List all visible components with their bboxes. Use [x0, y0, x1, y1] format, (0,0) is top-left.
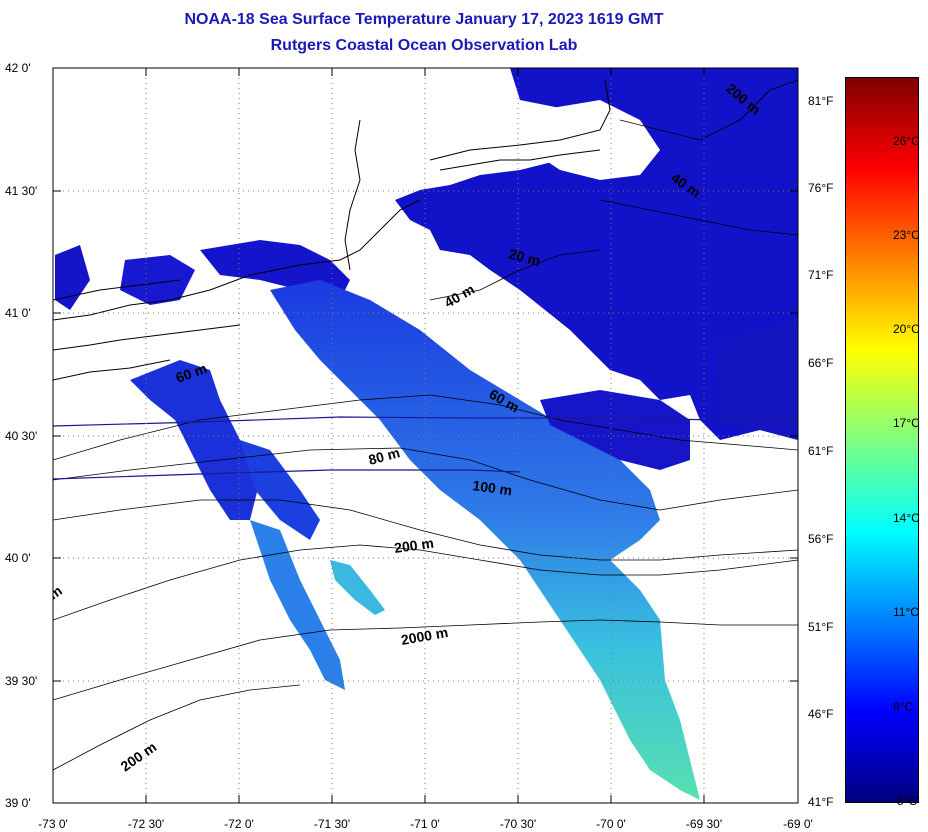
sst-patch-west-arm-3: [250, 520, 345, 690]
sst-patch-land-ma: [350, 68, 505, 170]
sst-patch-west-arm-2: [240, 440, 320, 540]
isobath-label: 100 m: [472, 477, 514, 498]
lat-tick-label: 39 30': [5, 674, 37, 688]
lon-tick-label: -70 0': [596, 817, 626, 831]
lat-tick-label: 40 0': [5, 551, 31, 565]
map-subtitle: Rutgers Coastal Ocean Observation Lab: [270, 37, 578, 54]
fahrenheit-tick-label: 51°F: [808, 620, 833, 634]
fahrenheit-tick-label: 81°F: [808, 94, 833, 108]
celsius-tick-label: 20°C: [893, 322, 920, 336]
lat-tick-label: 41 0': [5, 306, 31, 320]
fahrenheit-tick-label: 56°F: [808, 532, 833, 546]
coastline: [53, 79, 611, 381]
fahrenheit-tick-label: 66°F: [808, 356, 833, 370]
lat-tick-label: 39 0': [5, 796, 31, 810]
lat-tick-label: 42 0': [5, 61, 31, 75]
isobaths: [53, 79, 798, 771]
colorbar: 26°C 23°C 20°C 17°C 14°C 11°C 8°C 5°C: [845, 77, 920, 808]
celsius-tick-label: 14°C: [893, 511, 920, 525]
sst-patch-li-west: [55, 245, 90, 310]
isobath-label: 20 m: [507, 245, 542, 269]
sst-patch-west-arm-1: [130, 360, 260, 520]
celsius-tick-label: 11°C: [893, 605, 919, 619]
track-lines: [53, 416, 798, 480]
sst-patches: [55, 68, 798, 800]
fahrenheit-tick-label: 71°F: [808, 268, 833, 282]
sst-patch-main-plume: [270, 280, 700, 800]
isobath-label: 80 m: [367, 444, 402, 468]
sst-patch-east-shelf: [540, 390, 690, 470]
sst-patch-li-small: [120, 255, 195, 305]
lon-tick-label: -70 30': [500, 817, 536, 831]
sst-patch-cape-hole: [530, 100, 660, 180]
lon-tick-label: -72 0': [224, 817, 254, 831]
graticule: [53, 68, 798, 803]
lat-tick-label: 40 30': [5, 429, 37, 443]
celsius-tick-label: 17°C: [893, 416, 920, 430]
fahrenheit-tick-label: 76°F: [808, 181, 833, 195]
celsius-tick-label: 23°C: [893, 228, 920, 242]
isobath-label: m: [46, 582, 65, 602]
tick-marks: [52, 68, 798, 803]
map-plot-area: 200 m 40 m 20 m 40 m 60 m 60 m 80 m 100 …: [46, 68, 798, 803]
sst-patch-west-arm-4: [330, 560, 385, 615]
fahrenheit-tick-label: 41°F: [808, 795, 833, 809]
lon-tick-label: -72 30': [128, 817, 164, 831]
sst-patch-gulf-of-maine: [395, 68, 798, 440]
lon-tick-label: -69 0': [783, 817, 813, 831]
sst-patch-east-edge: [715, 320, 798, 440]
colorbar-gradient: [845, 77, 919, 803]
lon-tick-label: -69 30': [686, 817, 722, 831]
fahrenheit-labels: 81°F 76°F 71°F 66°F 61°F 56°F 51°F 46°F …: [808, 94, 833, 809]
celsius-tick-label: 26°C: [893, 134, 920, 148]
celsius-tick-label: 8°C: [893, 700, 914, 714]
fahrenheit-tick-label: 61°F: [808, 444, 833, 458]
lon-tick-label: -71 30': [314, 817, 350, 831]
latitude-labels: 42 0' 41 30' 41 0' 40 30' 40 0' 39 30' 3…: [5, 61, 37, 810]
lon-tick-label: -73 0': [38, 817, 68, 831]
celsius-tick-label: 5°C: [897, 794, 918, 808]
lat-tick-label: 41 30': [5, 184, 37, 198]
longitude-labels: -73 0' -72 30' -72 0' -71 30' -71 0' -70…: [38, 817, 813, 831]
lon-tick-label: -71 0': [410, 817, 440, 831]
isobath-label: 200 m: [393, 535, 435, 556]
fahrenheit-tick-label: 46°F: [808, 707, 833, 721]
map-title: NOAA-18 Sea Surface Temperature January …: [184, 11, 664, 28]
